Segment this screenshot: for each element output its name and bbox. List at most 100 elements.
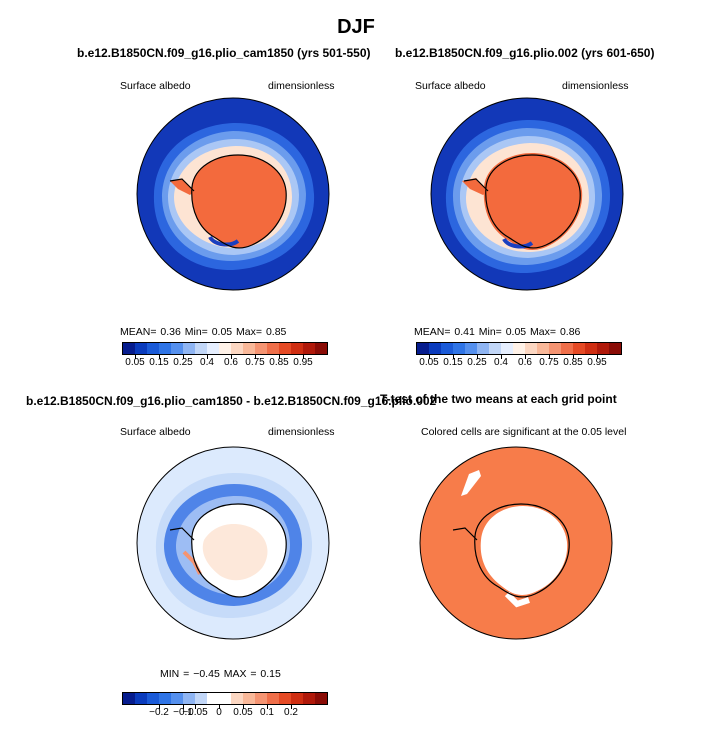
colorbar-swatch [525, 343, 537, 354]
colorbar-swatch [303, 343, 315, 354]
colorbar-swatch [231, 693, 243, 704]
figure-title: DJF [337, 16, 375, 38]
colorbar-tick [291, 704, 292, 709]
antarctic-continent-albedo [191, 155, 287, 248]
colorbar-tick-label: 0.05 [125, 357, 145, 368]
map-border [136, 446, 330, 640]
colorbar-tick-label: 0.75 [245, 357, 265, 368]
panel1-variable-label: Surface albedo [120, 80, 191, 92]
colorbar-swatch [513, 343, 525, 354]
colorbar-tick-label: −0.1 [173, 707, 193, 718]
colorbar-swatches [122, 692, 328, 705]
panel3-stats: MIN = −0.45 MAX = 0.15 [160, 668, 281, 680]
colorbar-swatch [537, 343, 549, 354]
colorbar-swatch [255, 693, 267, 704]
colorbar-tick-label: 0.2 [284, 707, 298, 718]
colorbar-swatch [489, 343, 501, 354]
colorbar-swatch [609, 343, 621, 354]
panel1-title: b.e12.B1850CN.f09_g16.plio_cam1850 (yrs … [77, 46, 371, 60]
colorbar-swatch [291, 343, 303, 354]
coastline [169, 154, 287, 249]
panel2-stats: MEAN= 0.41 Min= 0.05 Max= 0.86 [414, 326, 581, 338]
colorbar-swatch [561, 343, 573, 354]
colorbar-tick-label: 0.15 [443, 357, 463, 368]
colorbar-tick [501, 354, 502, 359]
colorbar-swatch [585, 343, 597, 354]
colorbar-tick-label: 0.85 [563, 357, 583, 368]
peninsula-albedo [462, 178, 488, 195]
non-significant-region [480, 506, 568, 595]
colorbar-swatch [135, 693, 147, 704]
colorbar-swatch [279, 343, 291, 354]
colorbar-swatch [573, 343, 585, 354]
colorbar-tick [453, 354, 454, 359]
colorbar-swatch [159, 693, 171, 704]
colorbar-swatch [315, 343, 327, 354]
colorbar-tick [573, 354, 574, 359]
colorbar-tick-label: 0.4 [494, 357, 508, 368]
panel2-map [430, 97, 624, 291]
panel3-title: b.e12.B1850CN.f09_g16.plio_cam1850 - b.e… [26, 394, 437, 408]
colorbar-swatch [255, 343, 267, 354]
colorbar-tick-label: 0.05 [233, 707, 253, 718]
colorbar-swatch [267, 693, 279, 704]
colorbar-swatch [135, 343, 147, 354]
colorbar-swatch [183, 693, 195, 704]
colorbar-tick [207, 354, 208, 359]
panel1-colorbar: 0.05 0.15 0.25 0.4 0.6 0.75 0.85 0.95 [122, 342, 328, 370]
colorbar-tick-label: 0.15 [149, 357, 169, 368]
colorbar-tick [303, 354, 304, 359]
colorbar-swatch [147, 343, 159, 354]
colorbar-swatch [549, 343, 561, 354]
colorbar-swatch [477, 343, 489, 354]
colorbar-swatch [231, 343, 243, 354]
positive-difference-patch [202, 524, 268, 581]
colorbar-tick [597, 354, 598, 359]
colorbar-tick [183, 354, 184, 359]
coastal-low-albedo [502, 237, 534, 249]
colorbar-swatch [429, 343, 441, 354]
non-significant-patch [461, 470, 481, 496]
colorbar-swatches [416, 342, 622, 355]
colorbar-tick-label: 0.05 [419, 357, 439, 368]
colorbar-swatch [219, 693, 231, 704]
colorbar-tick [219, 704, 220, 709]
antarctic-continent-albedo [483, 153, 583, 250]
colorbar-tick [429, 354, 430, 359]
colorbar-tick [159, 704, 160, 709]
colorbar-swatch [219, 343, 231, 354]
colorbar-tick [525, 354, 526, 359]
colorbar-swatch [303, 693, 315, 704]
panel2-colorbar: 0.05 0.15 0.25 0.4 0.6 0.75 0.85 0.95 [416, 342, 622, 370]
non-significant-patch [504, 591, 530, 608]
colorbar-tick [279, 354, 280, 359]
colorbar-swatch [417, 343, 429, 354]
panel3-map [136, 446, 330, 640]
coastline [452, 503, 570, 598]
colorbar-swatch [315, 693, 327, 704]
colorbar-tick-label: 0.25 [467, 357, 487, 368]
colorbar-tick [183, 704, 184, 709]
coastline [169, 503, 287, 598]
colorbar-swatch [123, 693, 135, 704]
colorbar-tick-label: 0 [216, 707, 222, 718]
colorbar-swatch [195, 693, 207, 704]
colorbar-tick-label: 0.6 [224, 357, 238, 368]
panel2-units-label: dimensionless [562, 80, 629, 92]
colorbar-tick-label: 0.25 [173, 357, 193, 368]
colorbar-swatch [171, 343, 183, 354]
colorbar-tick [255, 354, 256, 359]
peninsula-albedo [170, 179, 194, 195]
panel1-stats: MEAN= 0.36 Min= 0.05 Max= 0.85 [120, 326, 287, 338]
colorbar-swatch [441, 343, 453, 354]
colorbar-swatch [159, 343, 171, 354]
colorbar-tick [267, 704, 268, 709]
panel4-map [419, 446, 613, 640]
colorbar-tick-label: 0.6 [518, 357, 532, 368]
colorbar-swatch [207, 343, 219, 354]
map-border [419, 446, 613, 640]
coastline [463, 154, 581, 249]
colorbar-swatch [465, 343, 477, 354]
colorbar-tick [159, 354, 160, 359]
colorbar-swatch [501, 343, 513, 354]
